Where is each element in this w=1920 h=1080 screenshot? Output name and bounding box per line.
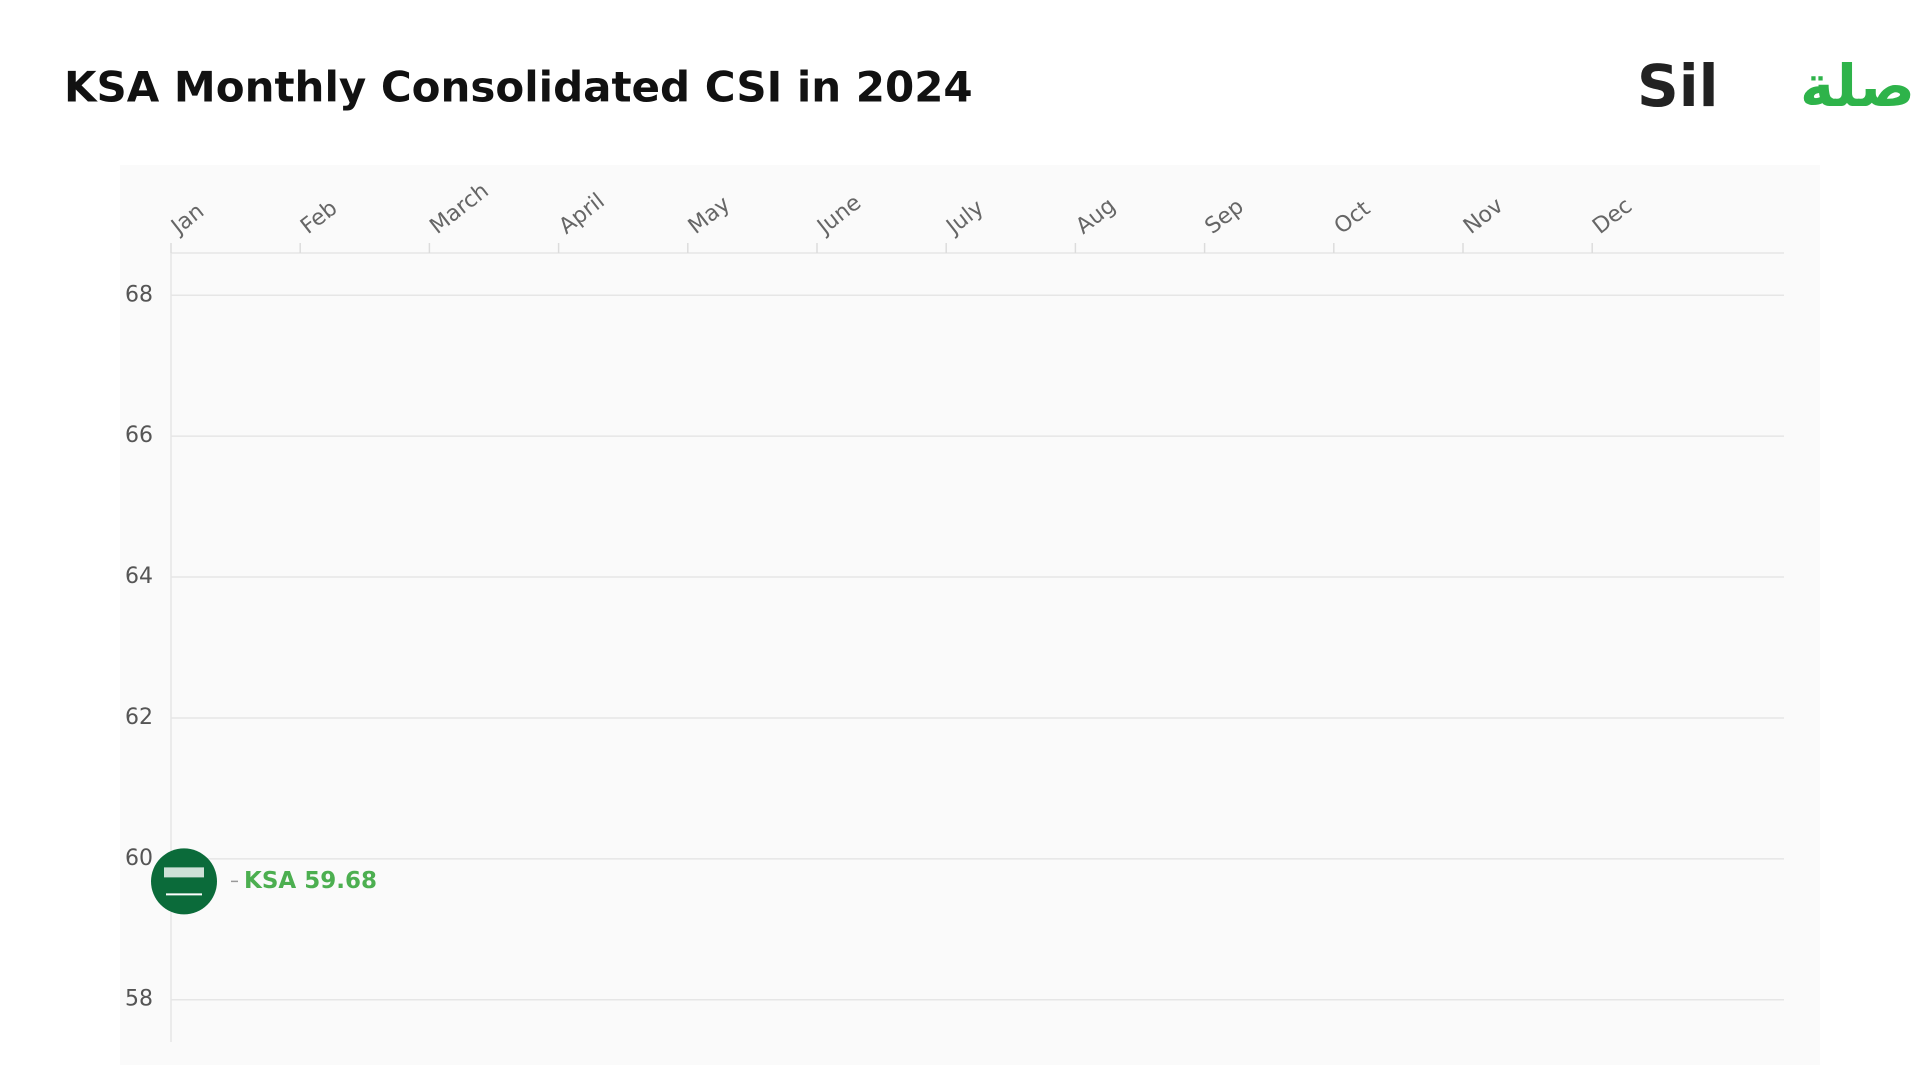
logo-arabic: صلة (1800, 52, 1915, 120)
logo: Sil صلة (1637, 52, 1915, 120)
plot-background (120, 165, 1820, 1065)
chart-title: KSA Monthly Consolidated CSI in 2024 (64, 63, 973, 112)
y-tick-label: 64 (125, 564, 153, 589)
y-tick-label: 66 (125, 423, 153, 448)
y-tick-label: 58 (125, 987, 153, 1012)
series-name: KSA (244, 868, 296, 894)
y-tick-label: 60 (125, 846, 153, 871)
flag-emblem (164, 867, 204, 878)
flag-marker (151, 848, 217, 915)
logo-latin: Sil (1637, 52, 1719, 120)
value-label: 59.68 (304, 868, 377, 894)
y-tick-label: 68 (125, 282, 153, 307)
y-tick-label: 62 (125, 705, 153, 730)
